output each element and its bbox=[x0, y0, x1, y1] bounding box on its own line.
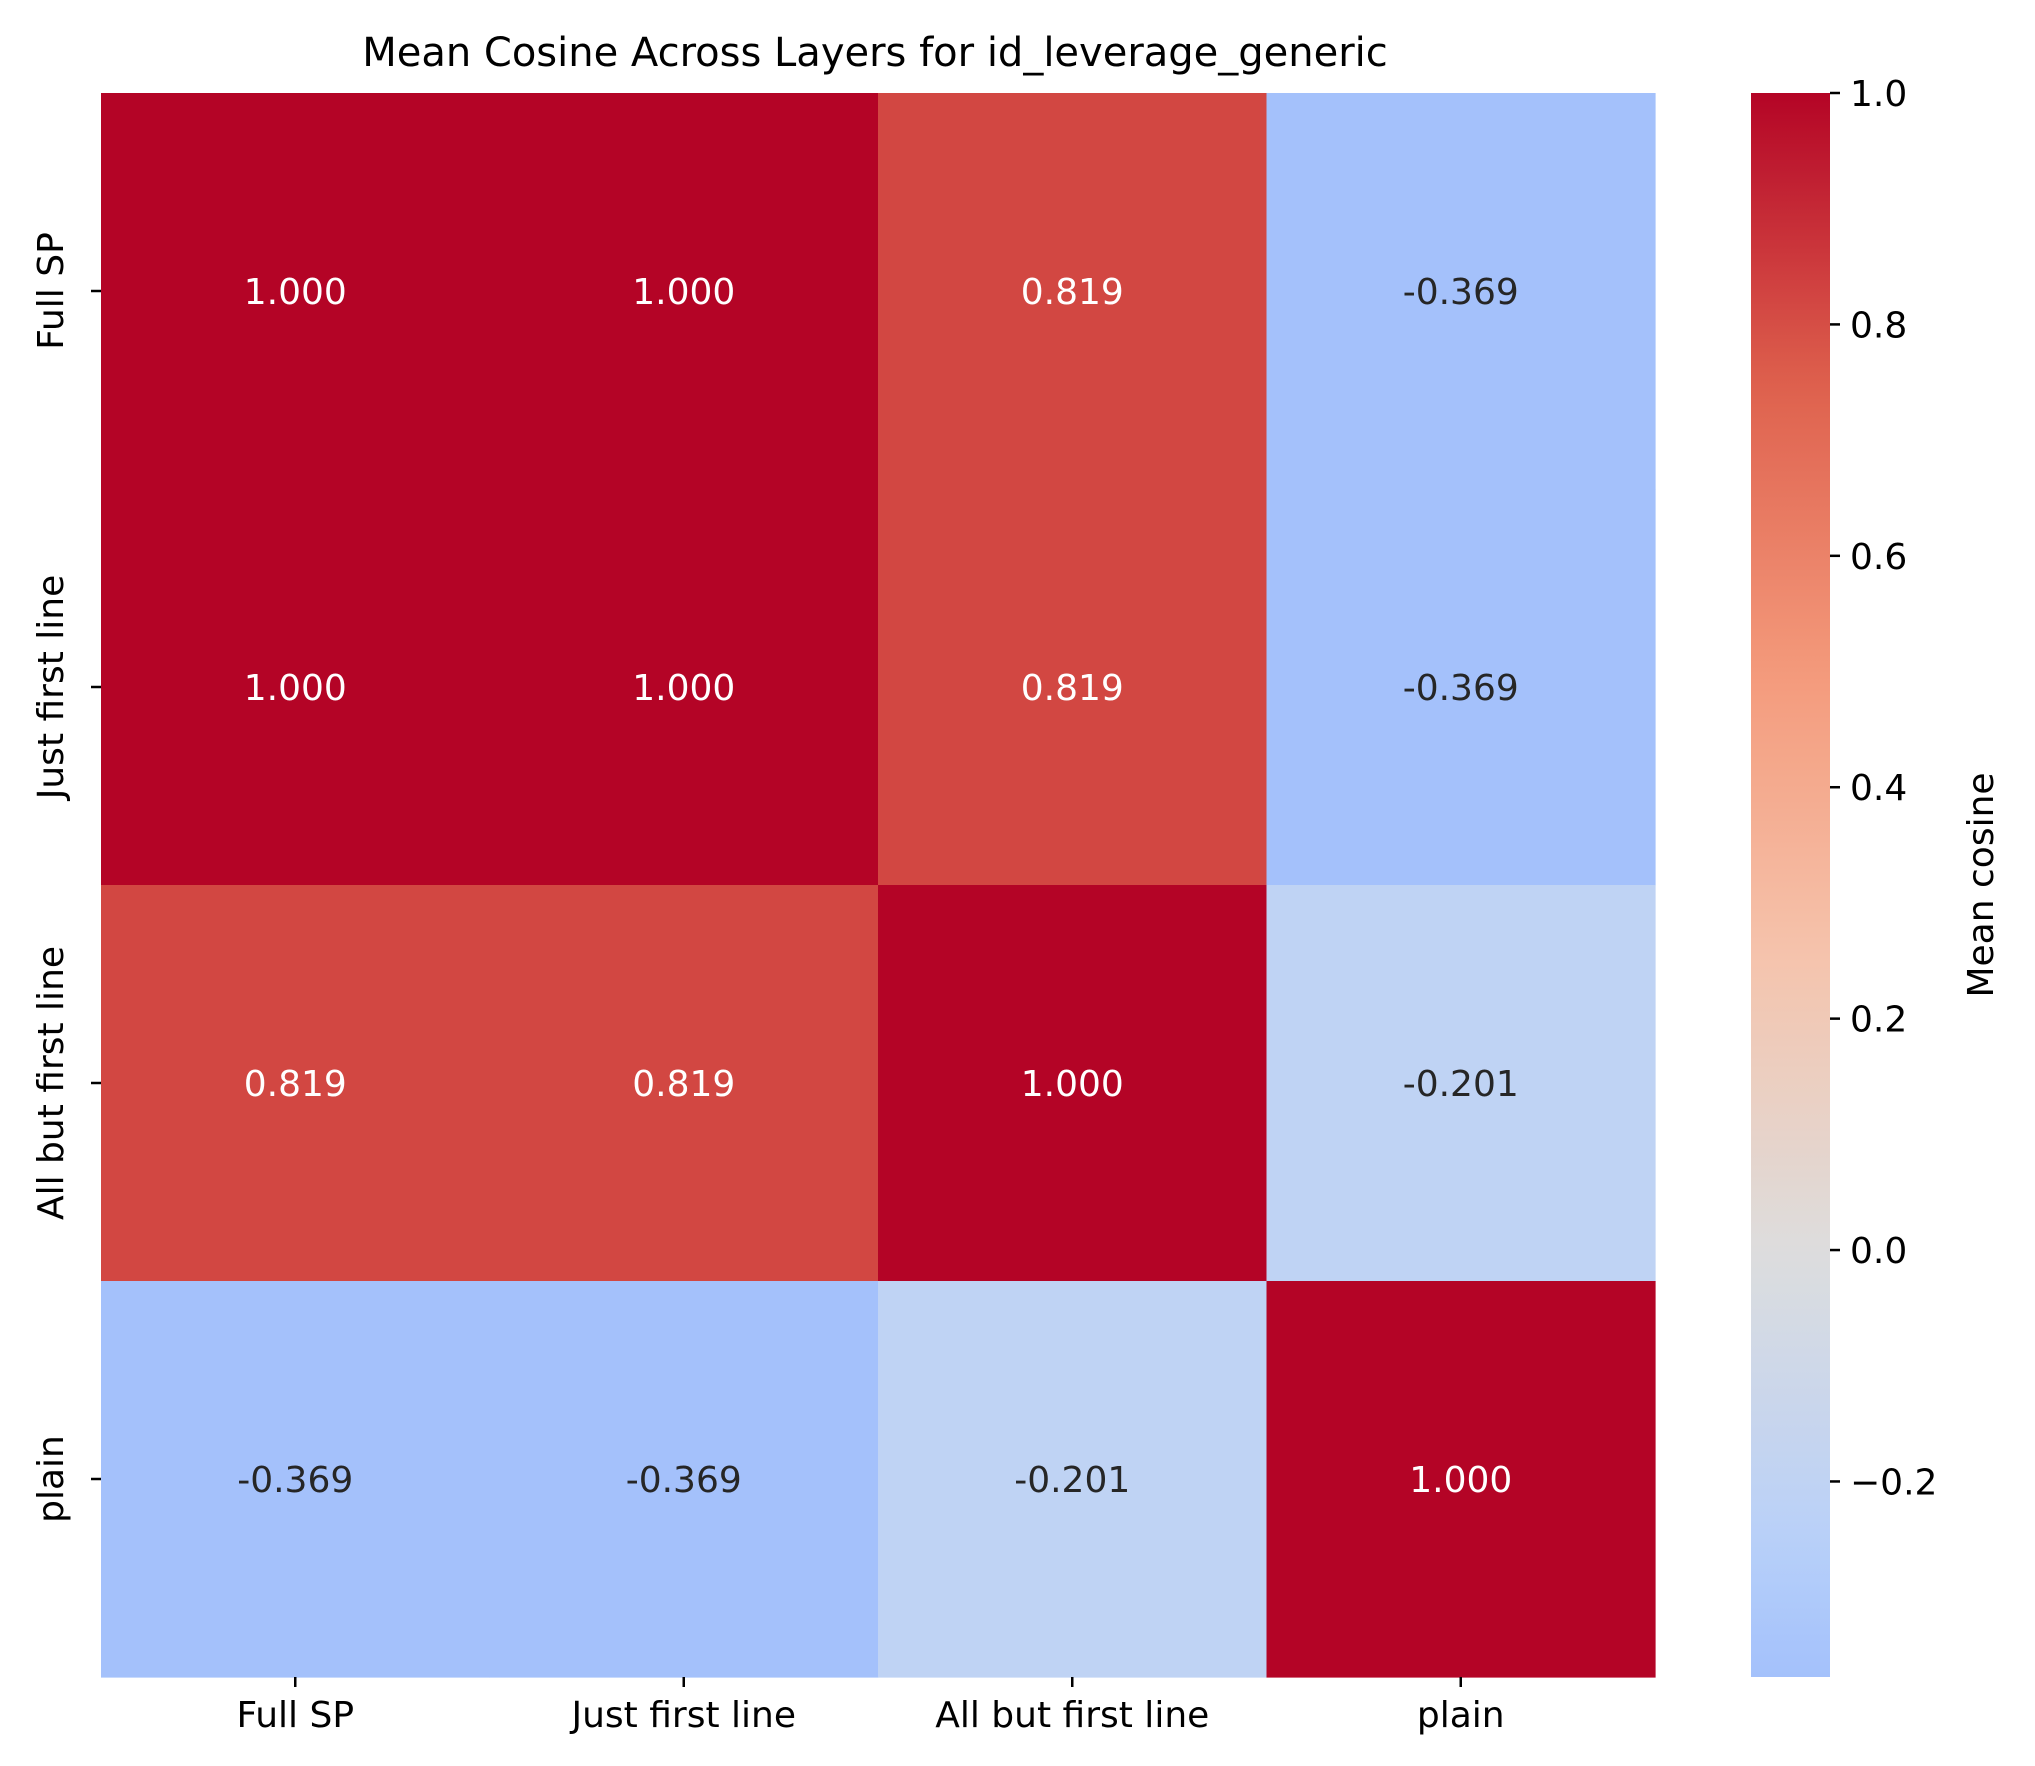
cell-value-label: -0.369 bbox=[1403, 668, 1519, 709]
colorbar-tick-label: 0.0 bbox=[1850, 1231, 1907, 1272]
heatmap-cell bbox=[101, 93, 491, 490]
cell-value-label: 1.000 bbox=[1021, 1064, 1124, 1105]
heatmap-cell bbox=[1266, 93, 1656, 490]
colorbar-tick-label: −0.2 bbox=[1850, 1462, 1937, 1503]
heatmap-cell bbox=[489, 1281, 879, 1678]
cell-value-label: 0.819 bbox=[1021, 272, 1124, 313]
heatmap-cell bbox=[489, 489, 879, 886]
x-tick-label: All but first line bbox=[935, 1695, 1209, 1736]
colorbar-tick-label: 0.6 bbox=[1850, 537, 1907, 578]
colorbar-gradient bbox=[1751, 93, 1830, 1677]
colorbar-tick-label: 0.8 bbox=[1850, 305, 1907, 346]
x-tick-label: Just first line bbox=[569, 1695, 796, 1736]
cell-value-label: -0.369 bbox=[626, 1460, 742, 1501]
heatmap-cell bbox=[878, 93, 1268, 490]
cell-value-label: 1.000 bbox=[244, 272, 347, 313]
colorbar: 1.0 0.8 0.6 0.4 0.2 0.0 −0.2 Mean cosine bbox=[1751, 74, 2002, 1677]
cell-value-label: 0.819 bbox=[1021, 668, 1124, 709]
x-axis: Full SP Just first line All but first line… bbox=[236, 1677, 1505, 1736]
cell-value-label: -0.201 bbox=[1403, 1064, 1519, 1105]
y-tick-label: plain bbox=[31, 1435, 72, 1523]
cell-value-label: 1.000 bbox=[632, 272, 735, 313]
y-tick-label: Just first line bbox=[31, 575, 72, 802]
heatmap-cell bbox=[101, 1281, 491, 1678]
heatmap-cell bbox=[489, 885, 879, 1282]
colorbar-label: Mean cosine bbox=[1961, 772, 2002, 997]
cell-value-label: -0.369 bbox=[1403, 272, 1519, 313]
y-tick-label: All but first line bbox=[31, 946, 72, 1220]
heatmap-cell bbox=[101, 885, 491, 1282]
cell-value-label: 0.819 bbox=[244, 1064, 347, 1105]
y-tick-label: Full SP bbox=[31, 232, 72, 350]
cell-value-label: 0.819 bbox=[632, 1064, 735, 1105]
heatmap-cell bbox=[878, 1281, 1268, 1678]
cell-value-label: -0.201 bbox=[1014, 1460, 1130, 1501]
x-tick-label: Full SP bbox=[236, 1695, 354, 1736]
y-axis: Full SP Just first line All but first line… bbox=[31, 232, 101, 1523]
cell-value-label: -0.369 bbox=[237, 1460, 353, 1501]
heatmap-cell bbox=[1266, 885, 1656, 1282]
chart-title: Mean Cosine Across Layers for id_leverag… bbox=[362, 30, 1388, 76]
cell-value-label: 1.000 bbox=[632, 668, 735, 709]
colorbar-tick-label: 0.2 bbox=[1850, 1000, 1907, 1041]
heatmap-cell bbox=[1266, 489, 1656, 886]
x-tick-label: plain bbox=[1417, 1695, 1505, 1736]
heatmap-cell bbox=[1266, 1281, 1656, 1678]
heatmap-cell bbox=[489, 93, 879, 490]
heatmap-cell bbox=[101, 489, 491, 886]
heatmap-cell bbox=[878, 489, 1268, 886]
heatmap-cells bbox=[101, 93, 1656, 1678]
colorbar-tick-label: 0.4 bbox=[1850, 768, 1907, 809]
cell-annotations: 1.000 1.000 0.819 -0.369 1.000 1.000 0.819 -0.3… bbox=[237, 272, 1519, 1501]
colorbar-tick-label: 1.0 bbox=[1850, 74, 1907, 115]
cell-value-label: 1.000 bbox=[244, 668, 347, 709]
heatmap-cell bbox=[878, 885, 1268, 1282]
cell-value-label: 1.000 bbox=[1409, 1460, 1512, 1501]
